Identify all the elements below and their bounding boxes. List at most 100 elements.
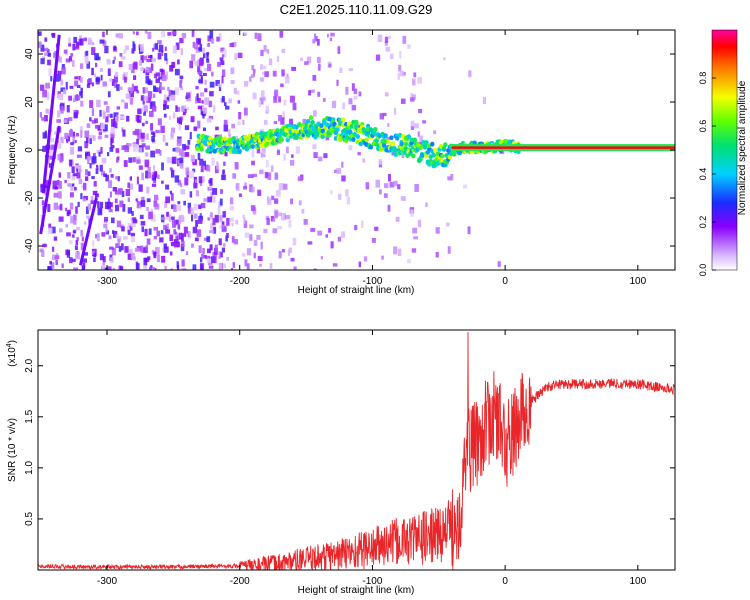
spectrogram-noise-cell <box>114 190 118 195</box>
spectrogram-noise-cell <box>96 236 100 241</box>
spectrogram-noise-cell <box>384 41 388 46</box>
spectrogram-noise-cell <box>226 218 230 226</box>
snr-y-axis: 0.5 1.0 1.5 2.0 <box>24 358 675 526</box>
spectrogram-noise-cell <box>163 243 167 249</box>
spectrogram-noise-cell <box>220 189 223 194</box>
spectrogram-noise-cell <box>106 60 111 65</box>
spectrogram-noise-cell <box>146 59 150 63</box>
colorbar-tick-label: 0.4 <box>698 168 708 181</box>
spectrogram-signal-cell <box>319 123 324 129</box>
spectrogram-noise-cell <box>130 217 134 223</box>
spectrogram-noise-cell <box>202 248 205 255</box>
spectrogram-noise-cell <box>139 214 144 220</box>
spectrogram-noise-cell <box>263 228 268 234</box>
spectrogram-noise-cell <box>447 176 452 181</box>
spectrogram-noise-cell <box>58 56 63 63</box>
spectrogram-noise-cell <box>422 120 427 124</box>
spectrogram-noise-cell <box>152 132 156 137</box>
spectrogram-noise-cell <box>243 217 246 224</box>
spectrogram-noise-cell <box>209 81 215 88</box>
spectrogram-noise-cell <box>317 38 320 46</box>
spectrogram-noise-cell <box>182 268 187 270</box>
spectrogram-noise-cell <box>235 219 239 225</box>
spectrogram-noise-cell <box>193 182 198 189</box>
spectrogram-noise-cell <box>218 263 223 270</box>
spectrogram-noise-cell <box>206 117 212 123</box>
spectrogram-noise-cell <box>72 173 78 177</box>
spectrogram-noise-cell <box>288 247 292 253</box>
spectrogram-noise-cell <box>57 153 61 161</box>
spectrogram-noise-cell <box>133 61 138 69</box>
spectrogram-noise-cell <box>302 118 307 126</box>
spectrogram-noise-cell <box>184 177 189 186</box>
spectrogram-noise-cell <box>124 246 129 253</box>
spectrogram-noise-cell <box>102 81 107 87</box>
spectrogram-noise-cell <box>66 232 71 237</box>
spectrogram-noise-cell <box>228 129 231 136</box>
spectrogram-noise-cell <box>76 154 82 158</box>
spectrogram-noise-cell <box>189 60 194 69</box>
spectrogram-noise-cell <box>113 122 118 129</box>
spectrogram-noise-cell <box>298 200 302 206</box>
spectrogram-noise-cell <box>174 68 180 76</box>
spectrogram-noise-cell <box>145 75 150 84</box>
spectrogram-noise-cell <box>207 35 212 42</box>
spectrogram-noise-cell <box>191 243 194 248</box>
spectrogram-noise-cell <box>313 33 317 42</box>
spectrogram-noise-cell <box>215 126 219 131</box>
spectrogram-noise-cell <box>80 193 83 200</box>
spectrogram-noise-cell <box>179 37 184 44</box>
spectrogram-noise-cell <box>140 43 144 52</box>
spectrogram-noise-cell <box>110 174 114 178</box>
spectrogram-noise-cell <box>166 96 170 101</box>
spectrogram-noise-cell <box>243 107 248 116</box>
x-tick-label: 0 <box>502 276 508 287</box>
spectrogram-noise-cell <box>361 220 364 228</box>
spectrogram-noise-cell <box>213 256 217 264</box>
spectrogram-noise-cell <box>156 230 161 237</box>
spectrogram-noise-cell <box>84 141 89 149</box>
spectrogram-noise-cell <box>253 68 256 74</box>
spectrogram-noise-cell <box>200 264 203 270</box>
spectrogram-noise-cell <box>417 219 422 228</box>
spectrogram-noise-cell <box>272 228 278 234</box>
spectrogram-noise-cell <box>200 253 205 259</box>
spectrogram-noise-cell <box>206 165 211 172</box>
spectrogram-noise-cell <box>221 174 226 181</box>
spectrogram-noise-cell <box>39 112 43 118</box>
spectrogram-noise-cell <box>271 195 275 201</box>
spectrogram-noise-cell <box>247 174 253 179</box>
spectrogram-noise-cell <box>82 258 87 263</box>
spectrogram-noise-cell <box>118 61 123 68</box>
spectrogram-noise-cell <box>121 243 124 251</box>
spectrogram-noise-cell <box>384 36 389 43</box>
spectrogram-noise-cell <box>257 255 263 262</box>
spectrogram-noise-cell <box>192 226 198 234</box>
spectrogram-noise-cell <box>387 123 390 127</box>
x-tick-label: -300 <box>97 276 117 287</box>
spectrogram-noise-cell <box>207 143 211 151</box>
snr-frame <box>37 329 676 571</box>
spectrogram-signal-cell <box>364 137 369 143</box>
spectrogram-noise-cell <box>198 47 202 51</box>
spectrogram-noise-cell <box>158 76 163 80</box>
spectrogram-noise-cell <box>153 165 156 172</box>
spectrogram-noise-cell <box>400 196 406 201</box>
spectrogram-noise-cell <box>141 226 145 233</box>
spectrogram-noise-cell <box>161 31 166 38</box>
spectrogram-noise-cell <box>222 211 226 218</box>
spectrogram-noise-cell <box>290 198 294 205</box>
spectrogram-noise-cell <box>384 92 389 97</box>
spectrogram-noise-cell <box>233 239 239 245</box>
spectrogram-noise-cell <box>193 43 199 50</box>
spectrogram-noise-cell <box>91 176 95 180</box>
spectrogram-noise-cell <box>168 115 172 120</box>
spectrogram-signal-cell <box>431 152 436 158</box>
spectrogram-noise-cell <box>95 77 101 82</box>
spectrogram-noise-cell <box>146 97 152 103</box>
spectrogram-noise-cell <box>89 138 92 144</box>
spectrogram-noise-cell <box>152 179 156 184</box>
spectrogram-signal-cell <box>237 149 242 155</box>
spectrogram-noise-cell <box>141 172 144 181</box>
spectrogram-noise-cell <box>78 178 83 185</box>
